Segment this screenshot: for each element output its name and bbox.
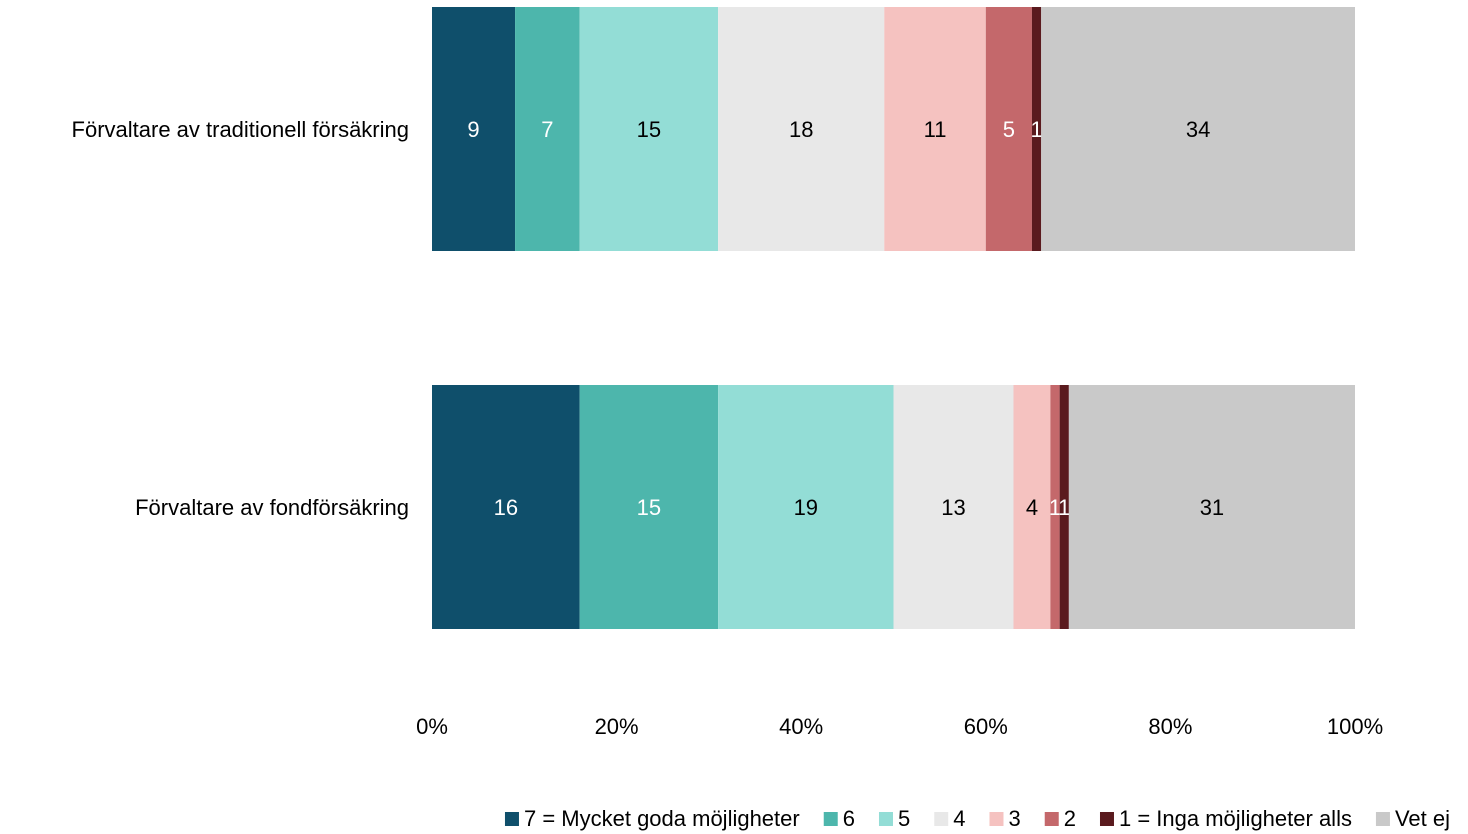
x-tick-label: 40%	[779, 714, 823, 739]
legend-item: 1 = Inga möjligheter alls	[1099, 806, 1352, 831]
legend-swatch	[878, 812, 893, 826]
data-label: 18	[789, 117, 813, 142]
data-label: 7	[541, 117, 553, 142]
data-label: 19	[794, 495, 818, 520]
x-tick-label: 100%	[1327, 714, 1383, 739]
legend-swatch	[823, 812, 838, 826]
data-label: 11	[924, 117, 947, 142]
x-tick-label: 60%	[964, 714, 1008, 739]
bar-segment	[1013, 385, 1051, 629]
bar-segment	[1031, 7, 1042, 251]
legend-swatch	[1099, 812, 1114, 826]
data-label: 1	[1030, 117, 1042, 142]
legend-label: 4	[953, 806, 965, 831]
legend-item: 6	[823, 806, 855, 831]
bar-segment	[1059, 385, 1069, 629]
legend-label: 7 = Mycket goda möjligheter	[524, 806, 800, 831]
legend-swatch	[934, 812, 949, 826]
legend-item: Vet ej	[1375, 806, 1450, 831]
bar-segment	[1068, 385, 1355, 629]
x-tick-label: 20%	[595, 714, 639, 739]
bar-segment	[718, 385, 894, 629]
legend-swatch	[989, 812, 1004, 826]
bar-segment	[1041, 7, 1355, 251]
data-label: 9	[467, 117, 479, 142]
data-label: 15	[637, 495, 661, 520]
bar-segment	[579, 385, 719, 629]
data-label: 1	[1049, 495, 1061, 520]
data-label: 34	[1186, 117, 1210, 142]
legend-item: 4	[934, 806, 965, 831]
data-label: 15	[637, 117, 661, 142]
bar-segment	[432, 7, 516, 251]
data-label: 16	[494, 495, 518, 520]
data-label: 13	[941, 495, 965, 520]
legend-label: 6	[843, 806, 855, 831]
legend-swatch	[504, 812, 519, 826]
data-label: 1	[1058, 495, 1070, 520]
legend: 7 = Mycket goda möjligheter 6 5 4 3 2 1 = Inga…	[504, 806, 1450, 831]
x-tick-label: 80%	[1148, 714, 1192, 739]
legend-label: Vet ej	[1395, 806, 1450, 831]
bar-segment	[515, 7, 580, 251]
category-label: Förvaltare av fondförsäkring	[135, 495, 409, 520]
x-tick-label: 0%	[416, 714, 448, 739]
data-label: 31	[1200, 495, 1224, 520]
bar-segment	[985, 7, 1032, 251]
legend-item: 2	[1044, 806, 1076, 831]
category-label: Förvaltare av traditionell försäkring	[72, 117, 409, 142]
legend-label: 1 = Inga möjligheter alls	[1119, 806, 1352, 831]
data-label: 5	[1003, 117, 1015, 142]
legend-swatch	[1044, 812, 1059, 826]
legend-label: 3	[1008, 806, 1020, 831]
bar-segment	[579, 7, 719, 251]
legend-label: 2	[1064, 806, 1076, 831]
legend-item: 5	[878, 806, 910, 831]
category-axis: Förvaltare av traditionell försäkring För…	[72, 117, 409, 520]
bar-segment	[1050, 385, 1060, 629]
data-label: 4	[1026, 495, 1038, 520]
legend-item: 7 = Mycket goda möjligheter	[504, 806, 800, 831]
legend-swatch	[1375, 812, 1390, 826]
bar-segment	[893, 385, 1014, 629]
bar-segment	[432, 385, 580, 629]
bar-segment	[884, 7, 986, 251]
legend-label: 5	[898, 806, 910, 831]
legend-item: 3	[989, 806, 1021, 831]
bar-segment	[718, 7, 885, 251]
x-axis: 0% 20% 40% 60% 80% 100%	[416, 714, 1383, 739]
